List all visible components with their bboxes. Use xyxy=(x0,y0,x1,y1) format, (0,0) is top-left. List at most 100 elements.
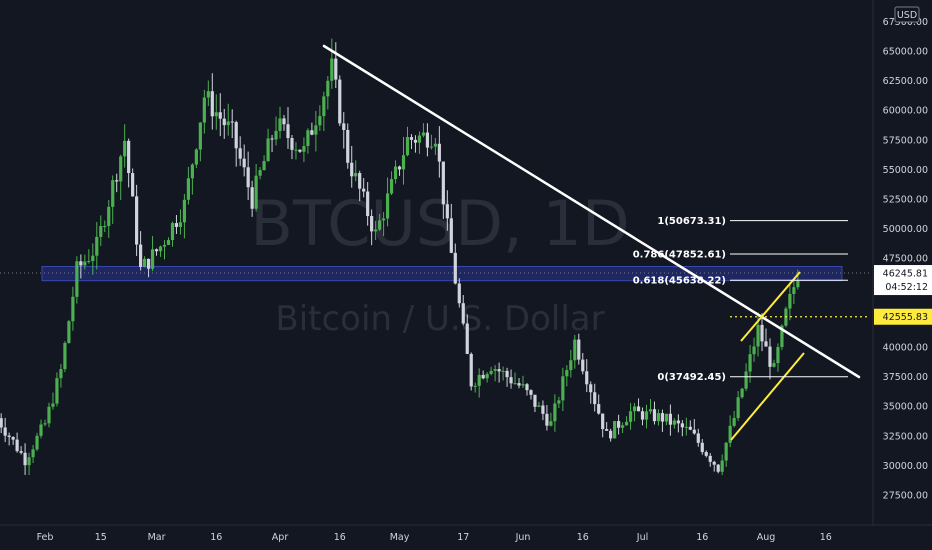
candle xyxy=(190,163,194,195)
candle-body xyxy=(266,138,270,162)
candle xyxy=(346,123,350,169)
candle xyxy=(421,123,426,138)
candle xyxy=(636,398,641,412)
candle xyxy=(7,432,11,446)
candle-body xyxy=(31,449,35,458)
fib-level[interactable]: 0.786(47852.61) xyxy=(633,250,848,261)
candle-body xyxy=(497,369,501,372)
candle-body xyxy=(632,406,637,412)
candle-body xyxy=(358,173,362,189)
candle xyxy=(680,420,684,437)
candle xyxy=(664,413,669,426)
x-tick-label: 17 xyxy=(457,532,469,543)
candle xyxy=(385,177,390,227)
candle xyxy=(489,366,493,376)
candle xyxy=(91,243,95,275)
candle-body xyxy=(664,413,669,422)
candle-body xyxy=(326,80,330,97)
candle-body xyxy=(768,346,772,367)
candle xyxy=(672,418,676,429)
candle xyxy=(71,286,75,331)
x-tick-label: 16 xyxy=(210,532,222,543)
candle xyxy=(728,415,732,448)
fib-level[interactable]: 0(37492.45) xyxy=(657,372,848,383)
candle-body xyxy=(788,293,792,309)
candle-body xyxy=(557,400,561,404)
current-price-badge[interactable]: 46245.81 04:52:12 xyxy=(874,265,932,296)
currency-badge[interactable]: USD xyxy=(894,6,920,23)
candle-body xyxy=(716,464,720,472)
candle xyxy=(43,419,47,427)
candle-body xyxy=(417,135,422,143)
candle-body xyxy=(210,91,214,117)
candle-body xyxy=(262,161,266,171)
y-tick-label: 60000.00 xyxy=(883,106,928,117)
marked-price-badge[interactable]: 42555.83 xyxy=(874,308,932,325)
candle-body xyxy=(111,180,115,207)
candle xyxy=(266,128,270,162)
candle xyxy=(469,352,473,391)
fib-level[interactable]: 1(50673.31) xyxy=(657,216,848,227)
candle-body xyxy=(7,435,11,438)
candle xyxy=(234,120,238,167)
candle-body xyxy=(505,370,509,378)
candle xyxy=(644,404,649,429)
candle-body xyxy=(529,390,533,395)
candle-body xyxy=(374,229,378,232)
candle-body xyxy=(485,373,489,379)
candle-body xyxy=(190,164,194,179)
candle-body xyxy=(573,339,577,361)
candle xyxy=(465,314,469,355)
candle-body xyxy=(274,130,278,140)
candle-body xyxy=(71,296,75,322)
time-axis[interactable] xyxy=(0,525,932,550)
candle xyxy=(409,134,414,150)
candle-body xyxy=(425,132,430,148)
fib-level[interactable]: 0.618(45638.22) xyxy=(633,276,848,287)
resistance-zone[interactable] xyxy=(41,265,843,282)
candle-body xyxy=(744,371,748,389)
candle xyxy=(318,105,322,131)
candle xyxy=(521,375,525,388)
candle-body xyxy=(652,409,657,422)
candle-body xyxy=(421,132,426,136)
candle-body xyxy=(660,413,665,422)
candle-body xyxy=(35,435,39,450)
candle xyxy=(378,213,382,231)
candle-body xyxy=(75,261,79,297)
candle-body xyxy=(517,383,521,386)
candle-body xyxy=(684,426,688,428)
candle-body xyxy=(680,423,684,428)
candle xyxy=(103,220,107,233)
candle-body xyxy=(282,118,286,125)
candle xyxy=(549,412,553,427)
candle xyxy=(441,161,445,219)
candle xyxy=(676,414,680,433)
candle xyxy=(597,394,601,415)
candle xyxy=(230,109,234,139)
candle-body xyxy=(636,406,641,412)
candle-body xyxy=(549,421,553,426)
descending-trendline[interactable] xyxy=(322,44,861,379)
countdown-value: 04:52:12 xyxy=(885,282,928,293)
candle-body xyxy=(174,223,179,227)
channel-upper-line[interactable] xyxy=(740,271,801,342)
candle-body xyxy=(597,404,601,414)
candle-body xyxy=(198,122,202,150)
candle xyxy=(270,134,274,153)
fib-level-label: 0.618(45638.22) xyxy=(633,276,726,287)
channel-lower-line[interactable] xyxy=(730,352,805,441)
candle-body xyxy=(226,121,230,126)
candle xyxy=(628,403,633,430)
candle xyxy=(772,359,776,368)
candle-body xyxy=(712,461,716,465)
candle-body xyxy=(581,359,585,372)
candle-body xyxy=(214,112,218,117)
candle-body xyxy=(139,244,143,267)
candle xyxy=(342,112,346,149)
candle-body xyxy=(397,166,402,170)
candle xyxy=(525,382,529,396)
candle-body xyxy=(624,421,629,426)
candle xyxy=(15,432,19,453)
